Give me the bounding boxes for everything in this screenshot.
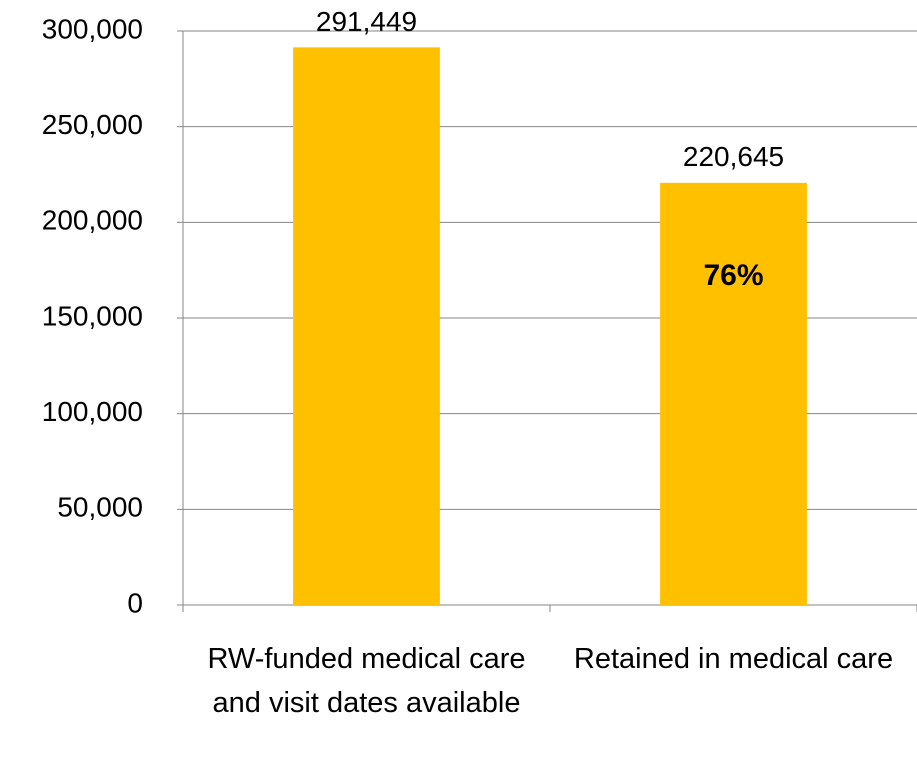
- x-tick-label: Retained in medical care: [573, 643, 894, 675]
- y-tick-label: 200,000: [42, 205, 143, 236]
- data-label: 220,645: [683, 141, 784, 172]
- y-tick-label: 150,000: [42, 300, 143, 331]
- y-tick-label: 100,000: [42, 396, 143, 427]
- annotation: 76%: [703, 259, 763, 292]
- x-tick-label: RW-funded medical care and visit dates a…: [207, 643, 526, 719]
- bar: [660, 182, 807, 605]
- y-tick-label: 50,000: [57, 492, 143, 523]
- bar: [293, 47, 440, 606]
- y-tick-label: 250,000: [42, 109, 143, 140]
- y-tick-label: 300,000: [42, 13, 143, 44]
- y-tick-label: 0: [127, 587, 143, 618]
- data-label: 291,449: [316, 6, 417, 37]
